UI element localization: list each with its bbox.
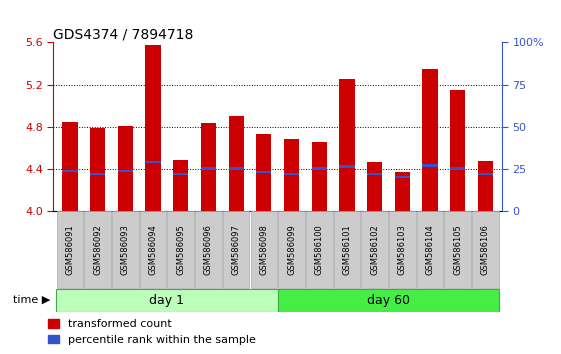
Bar bbox=[450, 167, 466, 170]
Bar bbox=[228, 116, 244, 211]
FancyBboxPatch shape bbox=[278, 211, 305, 288]
Bar bbox=[367, 173, 382, 175]
Bar bbox=[284, 173, 299, 175]
FancyBboxPatch shape bbox=[195, 211, 222, 288]
Text: GSM586099: GSM586099 bbox=[287, 224, 296, 275]
Text: GSM586103: GSM586103 bbox=[398, 224, 407, 275]
Bar bbox=[311, 142, 327, 211]
Text: GSM586105: GSM586105 bbox=[453, 224, 462, 275]
Bar bbox=[145, 45, 160, 211]
FancyBboxPatch shape bbox=[278, 289, 499, 312]
Text: GSM586092: GSM586092 bbox=[93, 224, 102, 275]
Bar bbox=[367, 162, 382, 211]
FancyBboxPatch shape bbox=[361, 211, 388, 288]
Text: GSM586104: GSM586104 bbox=[426, 224, 435, 275]
Legend: transformed count, percentile rank within the sample: transformed count, percentile rank withi… bbox=[48, 319, 255, 345]
Bar bbox=[228, 167, 244, 170]
Text: GSM586095: GSM586095 bbox=[176, 224, 185, 275]
Bar bbox=[145, 161, 160, 164]
FancyBboxPatch shape bbox=[56, 289, 278, 312]
Bar bbox=[90, 127, 105, 211]
Bar bbox=[284, 139, 299, 211]
FancyBboxPatch shape bbox=[167, 211, 194, 288]
FancyBboxPatch shape bbox=[389, 211, 416, 288]
Bar bbox=[478, 161, 493, 211]
Bar bbox=[339, 165, 355, 168]
FancyBboxPatch shape bbox=[334, 211, 360, 288]
Text: GSM586102: GSM586102 bbox=[370, 224, 379, 275]
Bar bbox=[395, 172, 410, 211]
Bar bbox=[311, 167, 327, 170]
FancyBboxPatch shape bbox=[84, 211, 111, 288]
Bar bbox=[256, 171, 272, 173]
Bar bbox=[118, 170, 133, 172]
Text: GSM586098: GSM586098 bbox=[259, 224, 268, 275]
Text: GSM586093: GSM586093 bbox=[121, 224, 130, 275]
Bar bbox=[450, 90, 466, 211]
Bar bbox=[173, 160, 188, 211]
FancyBboxPatch shape bbox=[223, 211, 250, 288]
Bar bbox=[339, 79, 355, 211]
Text: GSM586100: GSM586100 bbox=[315, 224, 324, 275]
FancyBboxPatch shape bbox=[417, 211, 443, 288]
Text: GSM586106: GSM586106 bbox=[481, 224, 490, 275]
Bar bbox=[90, 173, 105, 175]
Text: day 1: day 1 bbox=[149, 293, 185, 307]
FancyBboxPatch shape bbox=[112, 211, 139, 288]
Text: GSM586096: GSM586096 bbox=[204, 224, 213, 275]
Text: GDS4374 / 7894718: GDS4374 / 7894718 bbox=[53, 27, 194, 41]
FancyBboxPatch shape bbox=[444, 211, 471, 288]
Bar bbox=[62, 122, 77, 211]
FancyBboxPatch shape bbox=[140, 211, 166, 288]
FancyBboxPatch shape bbox=[306, 211, 333, 288]
Bar bbox=[395, 176, 410, 178]
FancyBboxPatch shape bbox=[472, 211, 499, 288]
Bar bbox=[201, 167, 216, 170]
Bar bbox=[422, 69, 438, 211]
Text: GSM586101: GSM586101 bbox=[342, 224, 351, 275]
Text: GSM586091: GSM586091 bbox=[66, 224, 75, 275]
Bar bbox=[173, 173, 188, 175]
Text: GSM586097: GSM586097 bbox=[232, 224, 241, 275]
Bar bbox=[201, 124, 216, 211]
Text: day 60: day 60 bbox=[367, 293, 410, 307]
Text: time ▶: time ▶ bbox=[13, 295, 50, 305]
Text: GSM586094: GSM586094 bbox=[149, 224, 158, 275]
Bar bbox=[118, 126, 133, 211]
FancyBboxPatch shape bbox=[251, 211, 277, 288]
FancyBboxPatch shape bbox=[57, 211, 83, 288]
Bar bbox=[422, 164, 438, 167]
Bar bbox=[256, 134, 272, 211]
Bar bbox=[62, 170, 77, 172]
Bar bbox=[478, 173, 493, 175]
